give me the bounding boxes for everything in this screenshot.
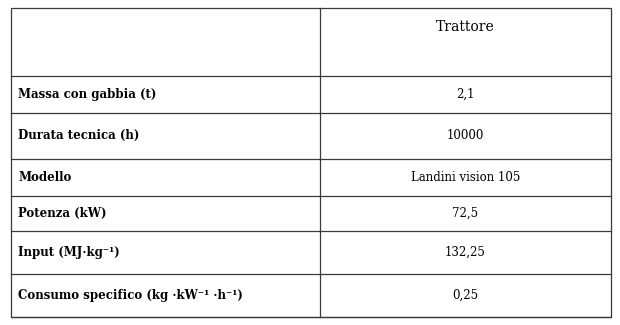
Text: Consumo specifico (kg ·kW⁻¹ ·h⁻¹): Consumo specifico (kg ·kW⁻¹ ·h⁻¹) [19,289,243,302]
Text: Durata tecnica (h): Durata tecnica (h) [19,129,140,142]
Text: Potenza (kW): Potenza (kW) [19,207,107,220]
Text: Massa con gabbia (t): Massa con gabbia (t) [19,88,157,101]
Text: 0,25: 0,25 [452,289,479,302]
Text: 72,5: 72,5 [452,207,479,220]
Text: Input (MJ·kg⁻¹): Input (MJ·kg⁻¹) [19,246,120,259]
Text: Modello: Modello [19,171,72,184]
Text: 10000: 10000 [446,129,484,142]
Text: Trattore: Trattore [436,20,495,34]
Text: 132,25: 132,25 [445,246,485,259]
Text: Landini vision 105: Landini vision 105 [410,171,520,184]
Text: 2,1: 2,1 [456,88,474,101]
